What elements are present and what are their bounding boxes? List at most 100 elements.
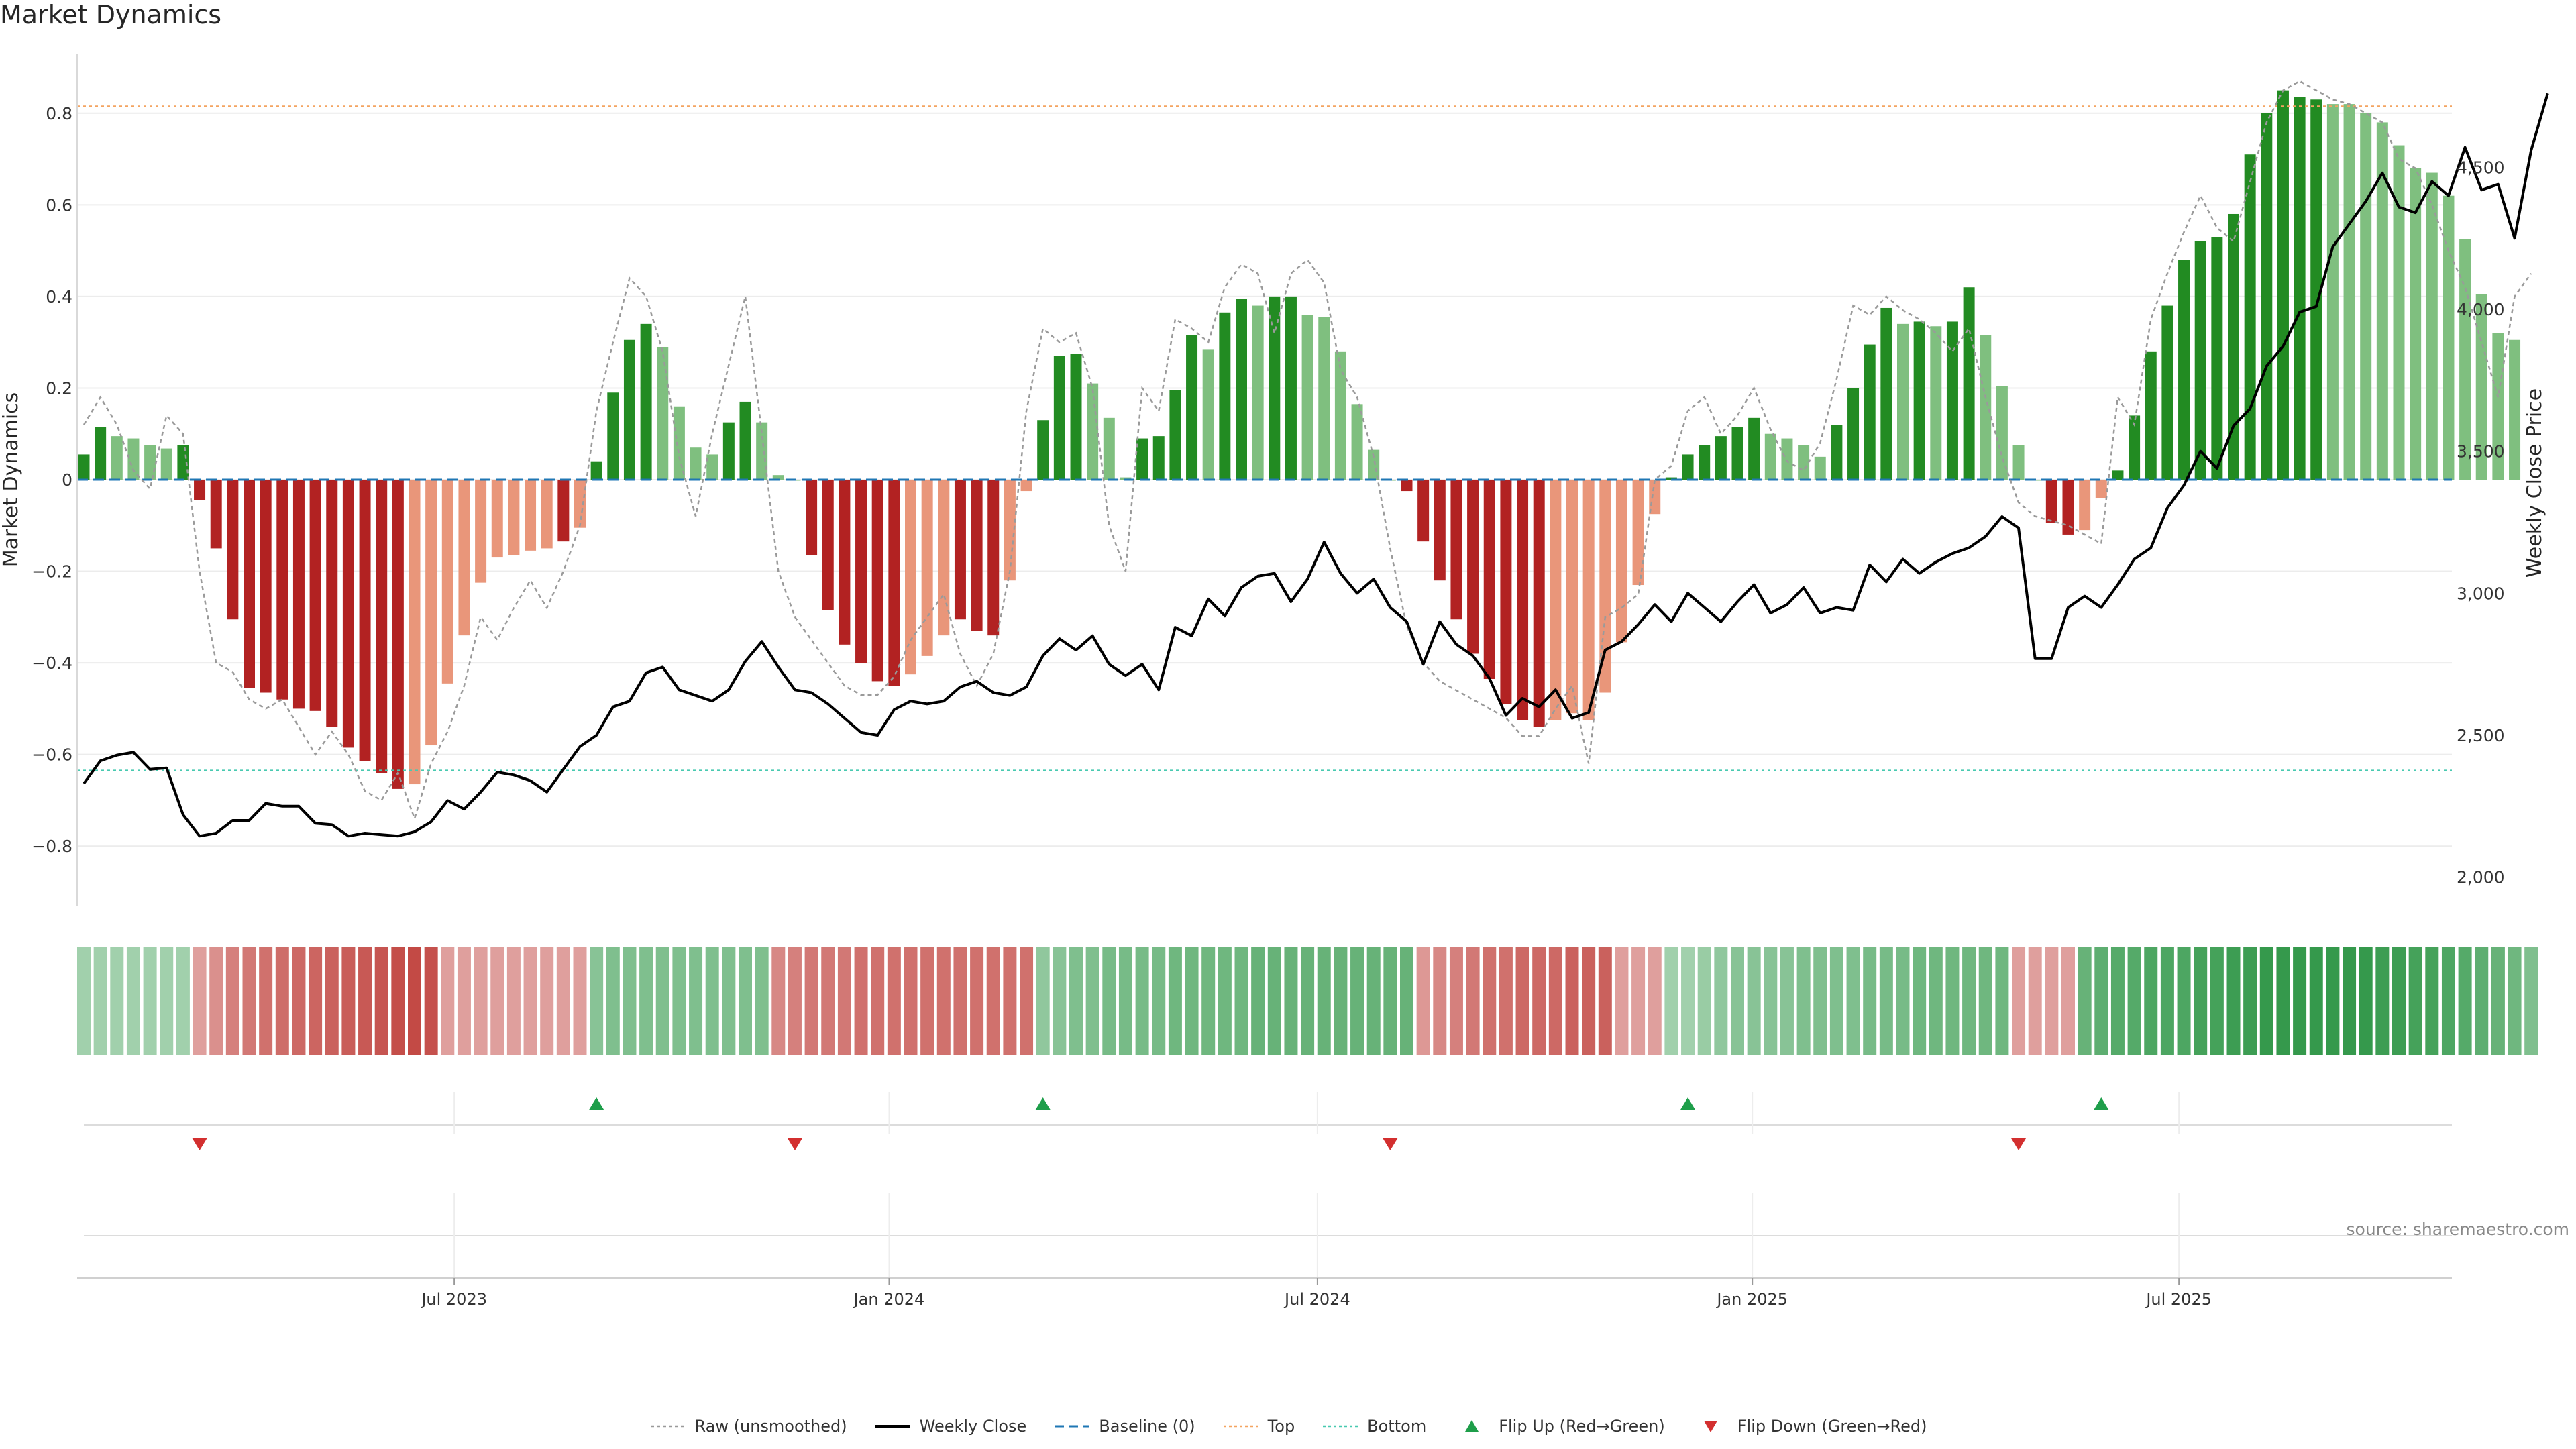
intensity-cell — [2094, 947, 2108, 1055]
intensity-cell — [490, 947, 504, 1055]
intensity-cell — [457, 947, 471, 1055]
dynamics-bar — [557, 480, 570, 542]
intensity-cell — [1813, 947, 1827, 1055]
dynamics-bar — [772, 475, 784, 480]
legend-label: Baseline (0) — [1099, 1417, 1195, 1436]
dynamics-bar — [1946, 321, 1958, 480]
intensity-cell — [1896, 947, 1910, 1055]
intensity-cell — [1185, 947, 1199, 1055]
intensity-cell — [391, 947, 405, 1055]
intensity-cell — [871, 947, 885, 1055]
dynamics-bar — [1053, 356, 1065, 480]
dynamics-bar — [1715, 436, 1727, 480]
legend-swatch-raw — [650, 1425, 686, 1428]
dynamics-bar — [1913, 321, 1925, 480]
intensity-cell — [590, 947, 604, 1055]
chart-legend: Raw (unsmoothed) Weekly Close Baseline (0)… — [0, 1417, 2576, 1436]
dynamics-bar — [1087, 383, 1099, 480]
dynamics-bar — [1798, 445, 1810, 480]
flip-down-marker — [192, 1138, 207, 1150]
dynamics-bar — [1450, 480, 1462, 620]
dynamics-bar — [541, 480, 553, 549]
intensity-cell — [143, 947, 157, 1055]
legend-label: Flip Down (Green→Red) — [1737, 1417, 1927, 1436]
y-tick-label: −0.6 — [32, 745, 72, 765]
x-tick-label: Jul 2024 — [1283, 1290, 1350, 1309]
legend-swatch-close — [875, 1425, 910, 1428]
intensity-cell — [1929, 947, 1943, 1055]
dynamics-bar — [1020, 480, 1032, 492]
y2-tick-label: 4,000 — [2457, 300, 2505, 319]
intensity-cell — [1978, 947, 1992, 1055]
dynamics-bar — [839, 480, 851, 645]
y2-tick-label: 4,500 — [2457, 158, 2505, 177]
intensity-cell — [705, 947, 719, 1055]
intensity-cell — [623, 947, 637, 1055]
dynamics-bar — [756, 422, 768, 480]
intensity-cell — [1053, 947, 1067, 1055]
dynamics-bar — [326, 480, 338, 727]
legend-swatch-baseline — [1055, 1425, 1090, 1428]
intensity-cell — [556, 947, 570, 1055]
raw-unsmoothed-line — [83, 80, 2532, 822]
dynamics-bar — [1351, 404, 1363, 480]
dynamics-bar — [2161, 305, 2174, 480]
dynamics-bar — [260, 480, 272, 693]
x-tick-label: Jan 2024 — [853, 1290, 925, 1309]
reference-lines — [77, 105, 2452, 771]
intensity-cell — [2144, 947, 2158, 1055]
flip-up-marker — [1680, 1097, 1696, 1110]
dynamics-bar — [1037, 420, 1049, 480]
intensity-cell — [341, 947, 356, 1055]
intensity-cell — [242, 947, 256, 1055]
dynamics-bar — [276, 480, 288, 700]
flip-up-marker — [2094, 1097, 2109, 1110]
dynamics-bar — [144, 445, 156, 480]
intensity-cell — [1383, 947, 1397, 1055]
intensity-cell — [1152, 947, 1166, 1055]
dynamics-bar — [590, 461, 602, 480]
dynamics-bar — [1136, 438, 1148, 480]
intensity-cell — [160, 947, 174, 1055]
intensity-cell — [2309, 947, 2323, 1055]
dynamics-bar — [2376, 122, 2388, 480]
intensity-cell — [1598, 947, 1612, 1055]
intensity-cell — [2475, 947, 2489, 1055]
intensity-cell — [1714, 947, 1728, 1055]
dynamics-bar — [938, 480, 950, 636]
dynamics-bar — [441, 480, 453, 684]
intensity-cell — [309, 947, 323, 1055]
dynamics-bar — [2277, 90, 2289, 480]
dynamics-bar — [1417, 480, 1430, 542]
legend-item-flip_down: Flip Down (Green→Red) — [1692, 1417, 1927, 1436]
flip-down-marker — [787, 1138, 802, 1150]
legend-label: Weekly Close — [919, 1417, 1027, 1436]
intensity-cell — [1615, 947, 1629, 1055]
dynamics-bar — [1814, 456, 1826, 480]
intensity-cell — [1582, 947, 1596, 1055]
dynamics-bar — [1434, 480, 1446, 581]
dynamics-bar — [1103, 417, 1115, 480]
intensity-cell — [953, 947, 967, 1055]
flip-up-marker — [1035, 1097, 1051, 1110]
dynamics-bar — [607, 392, 619, 480]
dynamics-bar — [1897, 323, 1909, 480]
intensity-cell — [193, 947, 207, 1055]
dynamics-bar — [2509, 339, 2521, 480]
dynamics-bar — [1764, 433, 1776, 480]
intensity-cell — [1350, 947, 1364, 1055]
dynamics-bar — [1748, 417, 1760, 480]
dynamics-bar — [905, 480, 916, 675]
dynamics-bar — [1483, 480, 1495, 680]
legend-swatch-top — [1223, 1425, 1258, 1428]
dynamics-bar — [1980, 335, 1992, 480]
intensity-cell — [920, 947, 934, 1055]
market-dynamics-chart: −0.8 −0.6 −0.4 −0.2 0 0.2 0.4 0.6 0.8 Market Dyna… — [0, 54, 2549, 1309]
dynamics-bar — [1864, 344, 1876, 480]
intensity-cell — [506, 947, 521, 1055]
dynamics-bar — [1632, 480, 1644, 586]
intensity-cell — [2259, 947, 2273, 1055]
intensity-cell — [1962, 947, 1976, 1055]
intensity-cell — [2458, 947, 2472, 1055]
intensity-cell — [523, 947, 537, 1055]
